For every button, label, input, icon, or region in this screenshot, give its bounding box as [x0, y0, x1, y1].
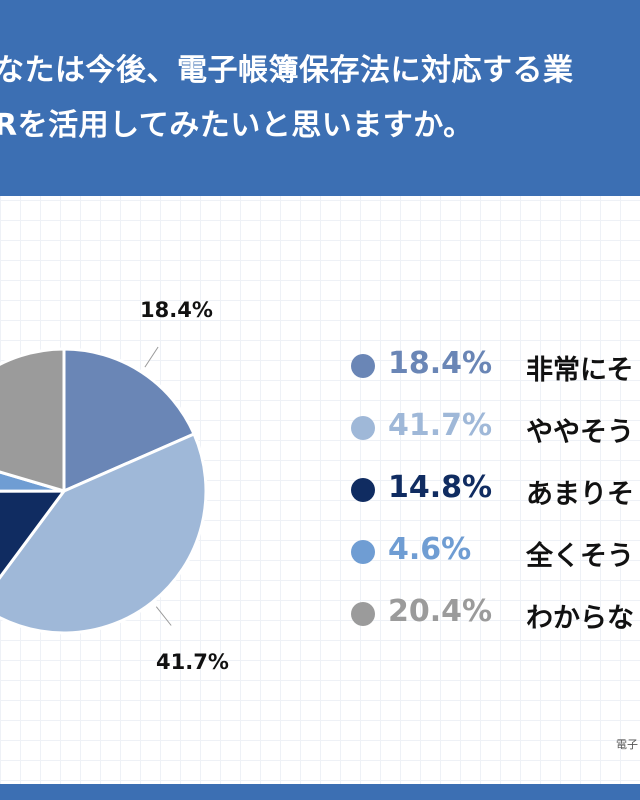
header-banner: なたは今後、電子帳簿保存法に対応する業 Rを活用してみたいと思いますか。 [0, 0, 640, 196]
legend-item-1: 18.4% 非常にそ [348, 340, 640, 402]
pie-chart [0, 346, 208, 635]
legend-swatch-2 [351, 416, 375, 440]
leader-line-1 [144, 346, 159, 368]
legend-swatch-4 [351, 540, 375, 564]
source-credit: 電子 [616, 738, 638, 751]
pie-slice-2 [0, 432, 208, 635]
title-line-2: Rを活用してみたいと思いますか。 [0, 108, 474, 143]
legend-item-4: 4.6% 全くそう [348, 526, 640, 588]
legend-value-5: 20.4% [388, 594, 493, 629]
data-label-slice-2: 41.7% [156, 650, 229, 674]
legend-label-4: 全くそう [526, 541, 634, 572]
legend-swatch-5 [351, 602, 375, 626]
legend-label-2: ややそう [526, 417, 634, 448]
pie-slice-1 [62, 347, 196, 493]
legend-label-5: わからな [526, 603, 634, 634]
legend-item-5: 20.4% わからな [348, 588, 640, 650]
pie-slice-3 [0, 489, 66, 580]
legend-value-4: 4.6% [388, 532, 472, 567]
footer-bar [0, 784, 640, 800]
legend: 18.4% 非常にそ 41.7% ややそう 14.8% あまりそ 4.6% 全く… [348, 340, 640, 650]
leader-line-2 [155, 606, 172, 626]
title-line-1: なたは今後、電子帳簿保存法に対応する業 [0, 53, 574, 88]
legend-value-2: 41.7% [388, 408, 493, 443]
legend-item-2: 41.7% ややそう [348, 402, 640, 464]
legend-swatch-1 [351, 354, 375, 378]
legend-item-3: 14.8% あまりそ [348, 464, 640, 526]
legend-swatch-3 [351, 478, 375, 502]
legend-label-3: あまりそ [526, 479, 634, 510]
legend-label-1: 非常にそ [526, 355, 634, 386]
pie-slice-5 [0, 347, 66, 493]
legend-value-3: 14.8% [388, 470, 493, 505]
legend-value-1: 18.4% [388, 346, 493, 381]
data-label-slice-1: 18.4% [140, 298, 213, 322]
